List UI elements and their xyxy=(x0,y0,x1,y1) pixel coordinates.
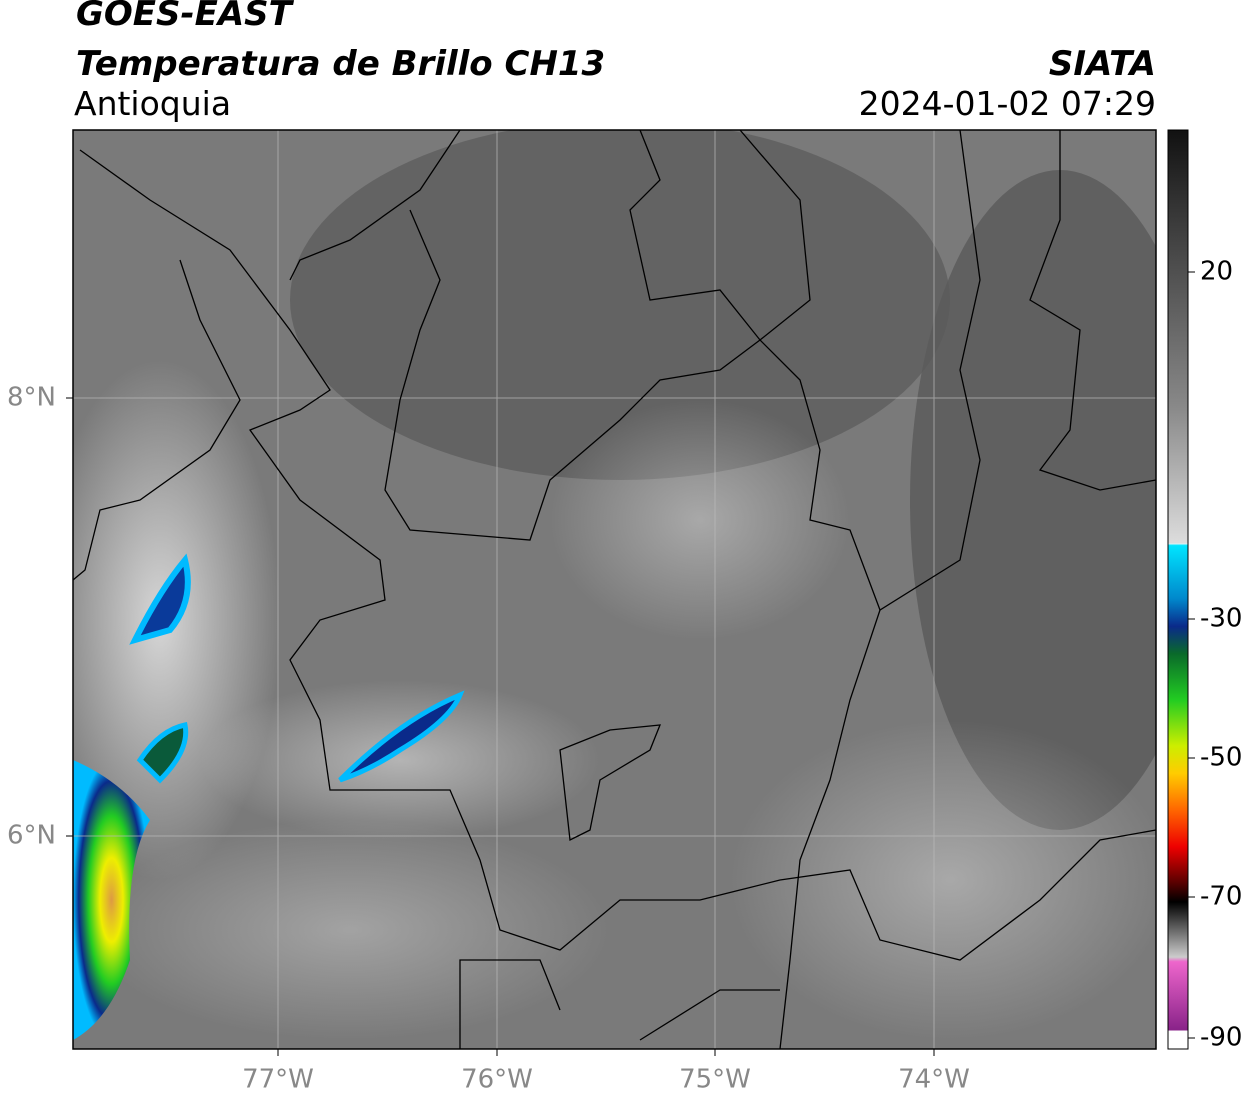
lat-label: 8°N xyxy=(7,383,56,413)
colorbar-label: -70 xyxy=(1200,882,1242,912)
title: GOES-EAST xyxy=(76,0,292,34)
source: SIATA xyxy=(1048,44,1156,84)
lon-label: 77°W xyxy=(242,1065,314,1095)
boundaries xyxy=(73,130,1156,1049)
colorbar-label: 20 xyxy=(1200,257,1233,287)
lon-label: 75°W xyxy=(679,1065,751,1095)
region: Antioquia xyxy=(74,84,232,123)
colorbar-label: -90 xyxy=(1200,1023,1242,1053)
lon-label: 74°W xyxy=(898,1065,970,1095)
colorbar xyxy=(1167,129,1189,1050)
datetime: 2024-01-02 07:29 xyxy=(858,84,1156,123)
colorbar-label: -50 xyxy=(1200,743,1242,773)
satellite-image xyxy=(73,130,1156,1049)
subtitle: Temperatura de Brillo CH13 xyxy=(76,44,606,84)
lon-label: 76°W xyxy=(461,1065,533,1095)
lat-label: 6°N xyxy=(7,821,56,851)
map-frame xyxy=(72,129,1157,1050)
colorbar-label: -30 xyxy=(1200,604,1242,634)
